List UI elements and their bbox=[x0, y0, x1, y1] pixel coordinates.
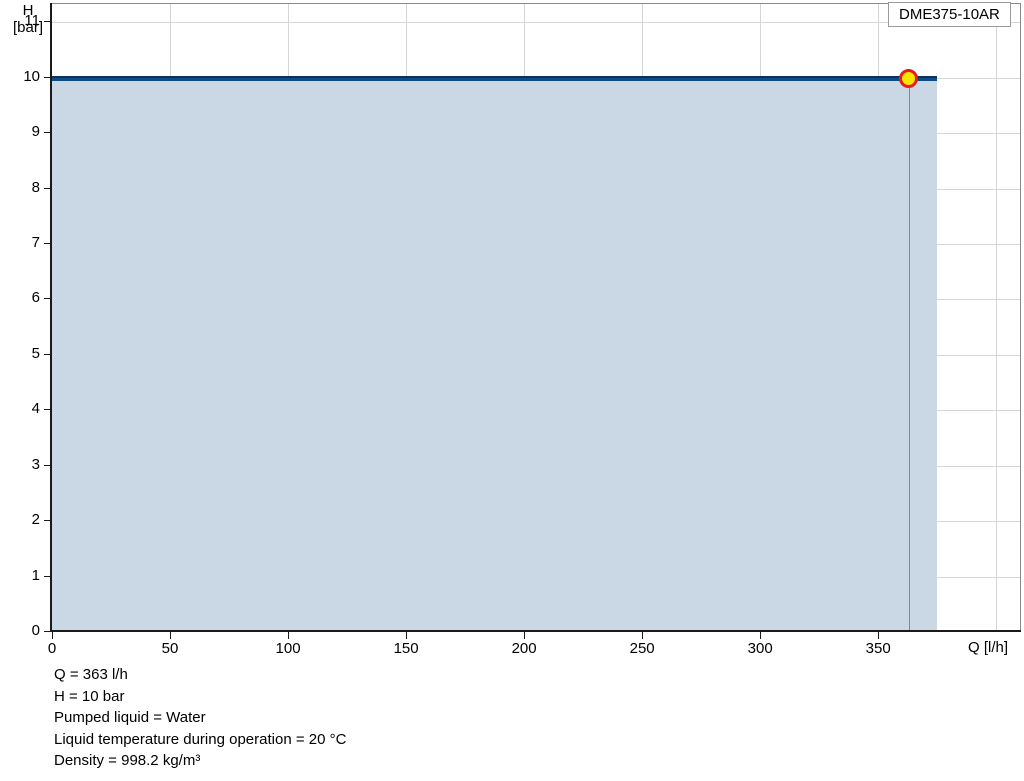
y-axis-tick-label: 9 bbox=[31, 123, 40, 141]
y-axis-tick-label: 3 bbox=[31, 455, 40, 473]
plot-inner bbox=[52, 4, 1020, 631]
note-line-1: Q = 363 l/h bbox=[54, 666, 128, 683]
x-axis-tick bbox=[760, 631, 762, 639]
y-axis-title-unit: [bar] bbox=[12, 19, 43, 36]
note-line-2: H = 10 bar bbox=[54, 687, 125, 705]
y-axis-tick bbox=[44, 298, 52, 300]
plot-area bbox=[52, 3, 1021, 631]
pump-curve-highlight bbox=[52, 75, 938, 78]
x-axis-tick bbox=[288, 631, 290, 639]
y-axis-tick-label: 10 bbox=[23, 67, 40, 85]
y-axis-tick bbox=[44, 187, 52, 189]
x-axis-tick-label: 100 bbox=[275, 640, 301, 657]
x-axis-tick-label: 200 bbox=[511, 640, 537, 657]
y-axis-line bbox=[50, 3, 52, 632]
y-axis-tick-label: 6 bbox=[31, 289, 40, 307]
y-axis-tick-label: 2 bbox=[31, 511, 40, 529]
duty-point-marker[interactable] bbox=[899, 69, 919, 89]
y-axis-tick-label: 11 bbox=[24, 12, 40, 30]
legend-box[interactable]: DME375-10AR bbox=[888, 2, 1011, 27]
note-line-4: Liquid temperature during operation = 20… bbox=[54, 730, 347, 748]
y-axis-tick-label: 7 bbox=[31, 234, 40, 251]
y-axis-title-symbol: H bbox=[22, 2, 34, 19]
y-axis-title: H [bar] bbox=[8, 2, 48, 36]
x-axis-tick-label: 0 bbox=[47, 640, 57, 657]
y-axis-tick bbox=[44, 21, 52, 23]
x-axis-tick bbox=[170, 631, 172, 639]
y-axis-tick-label: 8 bbox=[31, 178, 40, 196]
x-axis-tick-label: 300 bbox=[747, 640, 773, 657]
y-axis-tick bbox=[44, 409, 52, 411]
operating-conditions-notes: Q = 363 l/h H = 10 bar Pumped liquid = Wat… bbox=[54, 664, 346, 772]
pump-performance-curve[interactable] bbox=[52, 77, 938, 81]
x-axis-title: Q [l/h] bbox=[968, 639, 1009, 656]
legend-label: DME375-10AR bbox=[899, 6, 1000, 23]
y-axis-tick-label: 1 bbox=[31, 566, 40, 584]
note-line-3: Pumped liquid = Water bbox=[54, 709, 206, 726]
y-axis-tick bbox=[44, 243, 52, 244]
y-axis-tick bbox=[44, 520, 52, 522]
x-axis-tick bbox=[52, 631, 53, 639]
note-line-5: Density = 998.2 kg/m³ bbox=[54, 752, 201, 769]
duty-point-dropline bbox=[908, 77, 910, 631]
y-axis-tick-label: 5 bbox=[31, 344, 40, 362]
y-axis-tick bbox=[44, 132, 52, 134]
y-axis-tick bbox=[44, 575, 52, 577]
gridline-horizontal bbox=[52, 22, 1020, 24]
x-axis-tick bbox=[524, 631, 526, 639]
x-axis-tick bbox=[406, 631, 408, 639]
x-axis-line bbox=[50, 630, 1021, 632]
x-axis-tick bbox=[642, 631, 644, 639]
y-axis-tick-label: 0 bbox=[31, 622, 40, 639]
y-axis-tick bbox=[44, 464, 52, 466]
x-axis-tick-label: 150 bbox=[393, 640, 419, 657]
x-axis-tick-label: 250 bbox=[629, 640, 655, 657]
x-axis-tick-label: 50 bbox=[161, 640, 179, 657]
y-axis-tick bbox=[44, 631, 52, 632]
y-axis-tick-label: 4 bbox=[31, 400, 40, 418]
x-axis-tick-label: 350 bbox=[865, 640, 891, 657]
gridline-vertical bbox=[996, 4, 998, 631]
x-axis-tick bbox=[878, 631, 880, 639]
y-axis-tick bbox=[44, 353, 52, 355]
y-axis-tick bbox=[44, 76, 52, 78]
curve-fill-area bbox=[52, 77, 938, 631]
